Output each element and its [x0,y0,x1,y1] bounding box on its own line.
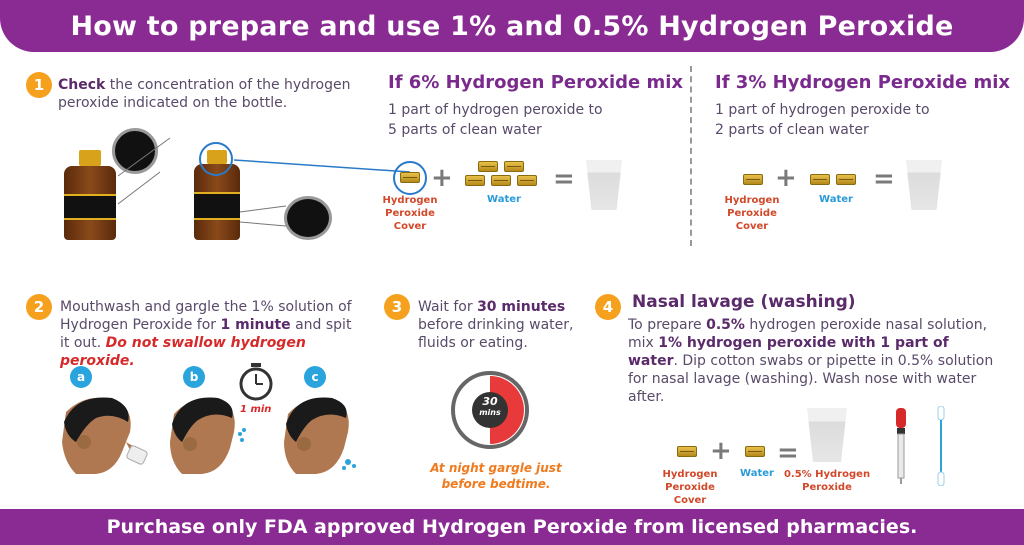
cap-icon [836,174,856,185]
page-title: How to prepare and use 1% and 0.5% Hydro… [70,10,954,42]
cup-icon [807,408,847,462]
cap-icon [517,175,537,186]
cap-icon [810,174,830,185]
cover-icon [400,172,420,183]
cap-icon [478,161,498,172]
cap-highlight-circle [199,142,233,176]
bottle-label-zoom-1 [112,128,158,174]
mix-3-line1: 1 part of hydrogen peroxide to [715,102,930,118]
cap-icon [491,175,511,186]
step-3-text: Wait for 30 minutes before drinking wate… [418,299,574,351]
mix-6-line2: 5 parts of clean water [388,122,542,138]
clock-30-mins-icon [451,371,529,449]
mix-3-line2: 2 parts of clean water [715,122,869,138]
timer-label: 1 min [240,404,272,415]
label-hp-cover-6: Hydrogen Peroxide Cover [382,195,438,232]
zoom-lines-1 [117,137,171,205]
bottle-label-zoom-2 [284,196,332,240]
mix-6-line1: 1 part of hydrogen peroxide to [388,102,603,118]
cup-icon [906,160,942,210]
step-4-badge: 4 [595,294,621,320]
equals-sign: = [873,164,895,194]
plus-sign: + [431,163,453,193]
label-c: c [304,366,326,388]
section-divider [690,66,692,246]
label-water-6: Water [487,194,521,205]
label-water-3: Water [819,194,853,205]
cup-icon [586,160,622,210]
step-1-badge: 1 [26,72,52,98]
cover-highlight-circle [393,161,427,195]
step-1-body: the concentration of the hydrogen peroxi… [58,77,351,111]
mix-6-title: If 6% Hydrogen Peroxide mix [388,72,684,93]
label-b: b [183,366,205,388]
label-hp-cover-3: Hydrogen Peroxide Cover [724,195,780,232]
footer-text: Purchase only FDA approved Hydrogen Pero… [106,516,918,538]
step-4-text: To prepare 0.5% hydrogen peroxide nasal … [628,317,994,405]
cap-icon [465,175,485,186]
label-hp-cover-nasal: Hydrogen Peroxide Cover [662,469,718,506]
footer-banner: Purchase only FDA approved Hydrogen Pero… [0,509,1024,545]
cover-icon [677,446,697,457]
stopwatch-icon [239,363,273,401]
equals-sign: = [553,164,575,194]
equals-sign: = [777,438,799,468]
person-gargle-b-icon [170,397,246,474]
step-2-badge: 2 [26,294,52,320]
mix-3-title: If 3% Hydrogen Peroxide mix [715,72,1011,93]
label-result-nasal: 0.5% Hydrogen Peroxide [783,469,871,493]
step-1-text: Check the concentration of the hydrogen … [58,76,358,112]
label-water-nasal: Water [740,468,774,479]
bottle-illustration-1 [60,150,120,240]
step-4-title: Nasal lavage (washing) [632,292,856,312]
person-gargle-a-icon [62,397,148,474]
person-spit-c-icon [284,397,356,474]
cap-icon [504,161,524,172]
step-2-text: Mouthwash and gargle the 1% solution of … [60,299,352,369]
clock-label: 30 mins [479,395,501,417]
plus-sign: + [775,163,797,193]
pointer-line [233,159,411,227]
step-3-badge: 3 [384,294,410,320]
cover-icon [743,174,763,185]
plus-sign: + [710,436,732,466]
cap-icon [745,446,765,457]
label-a: a [70,366,92,388]
cotton-swab-icon [937,406,945,486]
header-banner: How to prepare and use 1% and 0.5% Hydro… [0,0,1024,52]
step-1-bold: Check [58,77,106,93]
night-note: At night gargle just before bedtime. [430,461,562,491]
pipette-icon [896,408,906,484]
